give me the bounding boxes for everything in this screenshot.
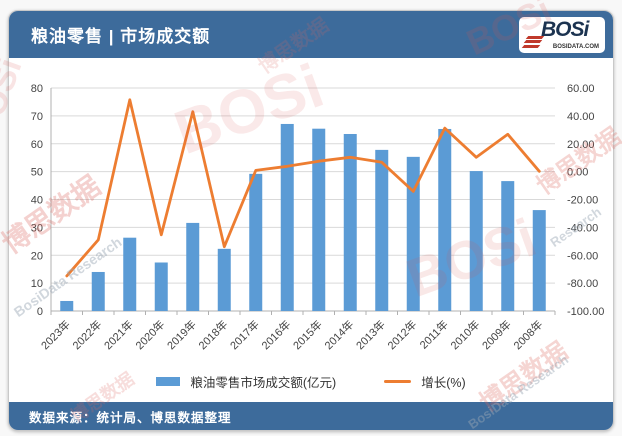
x-axis-category-label: 2010年 [447, 317, 482, 352]
bar-2023年 [60, 300, 74, 311]
x-axis-category-label: 2020年 [132, 317, 167, 352]
x-axis-category-label: 2009年 [479, 317, 514, 352]
x-axis-category-label: 2008年 [510, 317, 545, 352]
page-title: 粮油零售 | 市场成交额 [31, 27, 211, 46]
left-axis-tick-label: 60 [31, 139, 43, 151]
x-axis-category-label: 2012年 [384, 317, 419, 352]
right-axis-tick-label: -100.00 [567, 306, 604, 318]
header-bar: 粮油零售 | 市场成交额 BOSi BOSIDATA.COM [9, 11, 613, 58]
logo-text: BOSi [541, 17, 589, 41]
right-axis-tick-label: -40.00 [567, 222, 598, 234]
x-axis-category-label: 2019年 [164, 317, 199, 352]
x-axis-category-label: 2017年 [227, 317, 262, 352]
right-axis-tick-label: 40.00 [567, 111, 595, 123]
right-axis-tick-label: -20.00 [567, 195, 598, 207]
left-axis-tick-label: 0 [37, 306, 43, 318]
bar-2008年 [532, 210, 546, 311]
bar-2018年 [217, 248, 231, 311]
x-axis-category-label: 2011年 [416, 317, 450, 351]
left-axis-tick-label: 20 [31, 250, 43, 262]
bar-2022年 [91, 271, 105, 311]
left-axis-tick-label: 10 [31, 278, 43, 290]
legend-line-swatch [384, 379, 412, 384]
x-axis-category-label: 2018年 [195, 317, 230, 352]
bar-2016年 [280, 123, 294, 312]
legend: 粮油零售市场成交额(亿元) 增长(%) [9, 372, 613, 391]
bar-2009年 [501, 181, 515, 311]
x-axis-category-label: 2015年 [290, 317, 325, 352]
bosi-logo: BOSi BOSIDATA.COM [519, 16, 605, 53]
chart-panel: 0 10 20 30 40 50 60 70 80 60.00 40.00 20.00 0.00 -20.… [9, 58, 613, 402]
chart-card: 粮油零售 | 市场成交额 BOSi BOSIDATA.COM 0 10 20 30 40… [8, 10, 614, 431]
logo-domain: BOSIDATA.COM [552, 43, 599, 50]
left-axis-tick-label: 80 [31, 83, 43, 95]
right-axis-tick-label: -80.00 [567, 278, 598, 290]
x-axis-category-label: 2022年 [69, 317, 104, 352]
bar-2019年 [186, 222, 200, 311]
bar-2021年 [123, 237, 137, 311]
left-axis-tick-label: 40 [31, 195, 43, 207]
bar-2020年 [154, 262, 168, 311]
bar-2013年 [375, 149, 389, 311]
data-source-text: 数据来源：统计局、博思数据整理 [29, 410, 232, 425]
bar-2012年 [406, 156, 420, 311]
x-axis-category-label: 2023年 [38, 317, 73, 352]
legend-line-label: 增长(%) [421, 376, 466, 390]
right-axis-tick-label: 60.00 [567, 83, 595, 95]
x-axis-category-label: 2014年 [321, 317, 356, 352]
right-axis-tick-label: 0.00 [567, 167, 588, 179]
bar-2011年 [438, 128, 452, 311]
left-axis-tick-label: 50 [31, 167, 43, 179]
left-axis-tick-label: 30 [31, 222, 43, 234]
combo-chart: 0 10 20 30 40 50 60 70 80 60.00 40.00 20.00 0.00 -20.… [31, 83, 605, 352]
x-axis-category-label: 2013年 [353, 317, 388, 352]
bar-2017年 [249, 173, 263, 311]
left-axis-tick-label: 70 [31, 111, 43, 123]
bar-2015年 [312, 128, 326, 311]
x-axis-category-label: 2021年 [101, 317, 136, 352]
bar-2010年 [469, 171, 483, 311]
right-axis-tick-label: -60.00 [567, 250, 598, 262]
footer-bar: 数据来源：统计局、博思数据整理 [9, 402, 613, 430]
legend-bar-label: 粮油零售市场成交额(亿元) [190, 376, 337, 390]
x-axis-category-label: 2016年 [258, 317, 293, 352]
right-axis-tick-label: 20.00 [567, 139, 595, 151]
legend-bar-swatch [156, 377, 181, 386]
bar-2014年 [343, 133, 357, 311]
growth-line [65, 98, 541, 278]
